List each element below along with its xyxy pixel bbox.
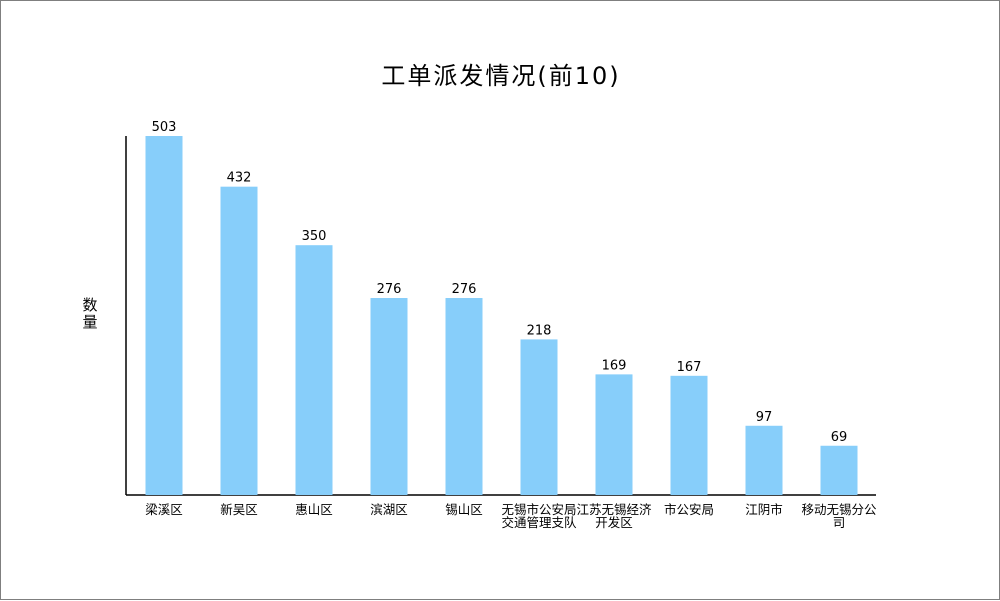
- bar: [370, 298, 408, 495]
- bar-value-label: 276: [452, 282, 477, 297]
- bar: [670, 375, 708, 495]
- bar: [820, 445, 858, 495]
- category-label: 惠山区: [295, 502, 333, 517]
- bar-value-label: 97: [756, 410, 773, 425]
- bar-value-label: 276: [377, 282, 402, 297]
- bar-value-label: 169: [602, 358, 627, 373]
- bar: [295, 245, 333, 495]
- category-label: 滨湖区: [370, 502, 408, 517]
- bar: [595, 374, 633, 495]
- category-label: 市公安局: [663, 502, 714, 517]
- y-axis-label: 数量: [82, 296, 98, 331]
- category-label: 锡山区: [445, 502, 483, 517]
- chart-title: 工单派发情况(前10): [381, 62, 621, 90]
- bar-value-label: 167: [677, 360, 702, 375]
- category-label: 无锡市公安局交通管理支队: [501, 502, 577, 530]
- bar: [745, 425, 783, 495]
- category-label: 江苏无锡经济开发区: [576, 502, 652, 530]
- bar: [445, 298, 483, 495]
- bar: [520, 339, 558, 495]
- category-label: 梁溪区: [145, 502, 183, 517]
- bar-value-label: 350: [302, 229, 327, 244]
- category-label: 新吴区: [220, 502, 258, 517]
- bar: [220, 186, 258, 495]
- bar-value-label: 218: [527, 323, 552, 338]
- category-label: 江阴市: [745, 502, 783, 517]
- category-label: 移动无锡分公司: [801, 502, 877, 530]
- bar-value-label: 69: [831, 430, 848, 445]
- bar-value-label: 432: [227, 171, 252, 186]
- bar-value-label: 503: [152, 120, 177, 135]
- bar: [145, 136, 183, 495]
